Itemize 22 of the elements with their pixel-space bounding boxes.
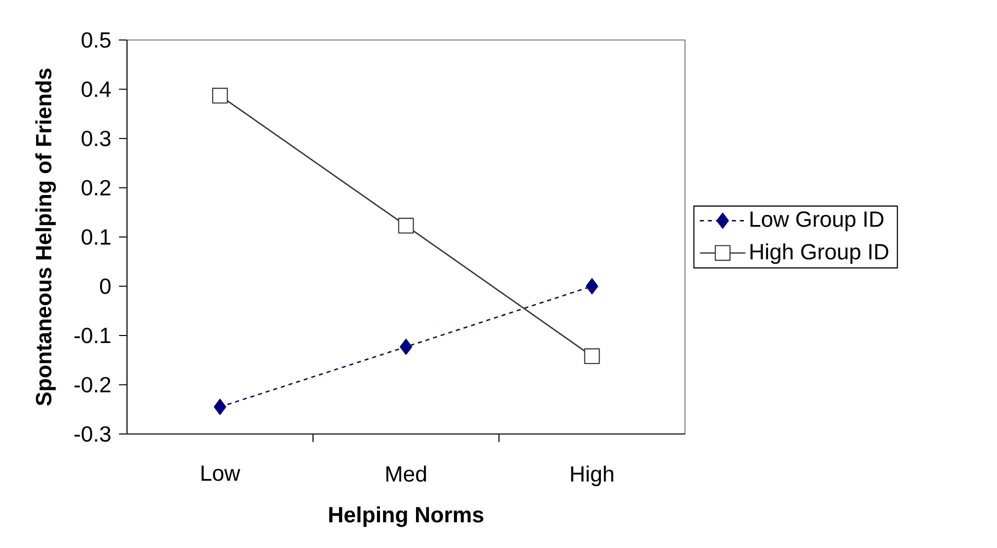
y-tick-label: -0.3 [74, 426, 110, 442]
x-tick-label: Low [202, 466, 240, 481]
point [400, 338, 412, 355]
y-tick-label: 0.3 [82, 130, 110, 146]
legend-label: High Group ID [750, 243, 888, 264]
y-tick-label: 0.4 [82, 81, 111, 98]
legend-label: Low Group ID [750, 211, 884, 232]
x-tick-label: High [571, 466, 614, 486]
point [586, 278, 598, 294]
y-tick-label: -0.1 [74, 328, 110, 344]
y-axis-title: Spontaneous Helping of Friends [35, 68, 56, 406]
y-tick-label: 0.5 [82, 32, 110, 48]
y-tick-label: 0.2 [82, 180, 110, 196]
point [584, 348, 600, 364]
y-tick-label: 0.1 [82, 229, 110, 245]
point [214, 398, 226, 415]
point [212, 88, 228, 104]
point [398, 218, 414, 234]
y-tick-label: -0.2 [74, 376, 110, 393]
y-tick-label: 0 [100, 278, 111, 294]
x-tick-label: Med [386, 466, 426, 482]
x-axis-title: Helping Norms [329, 506, 484, 527]
